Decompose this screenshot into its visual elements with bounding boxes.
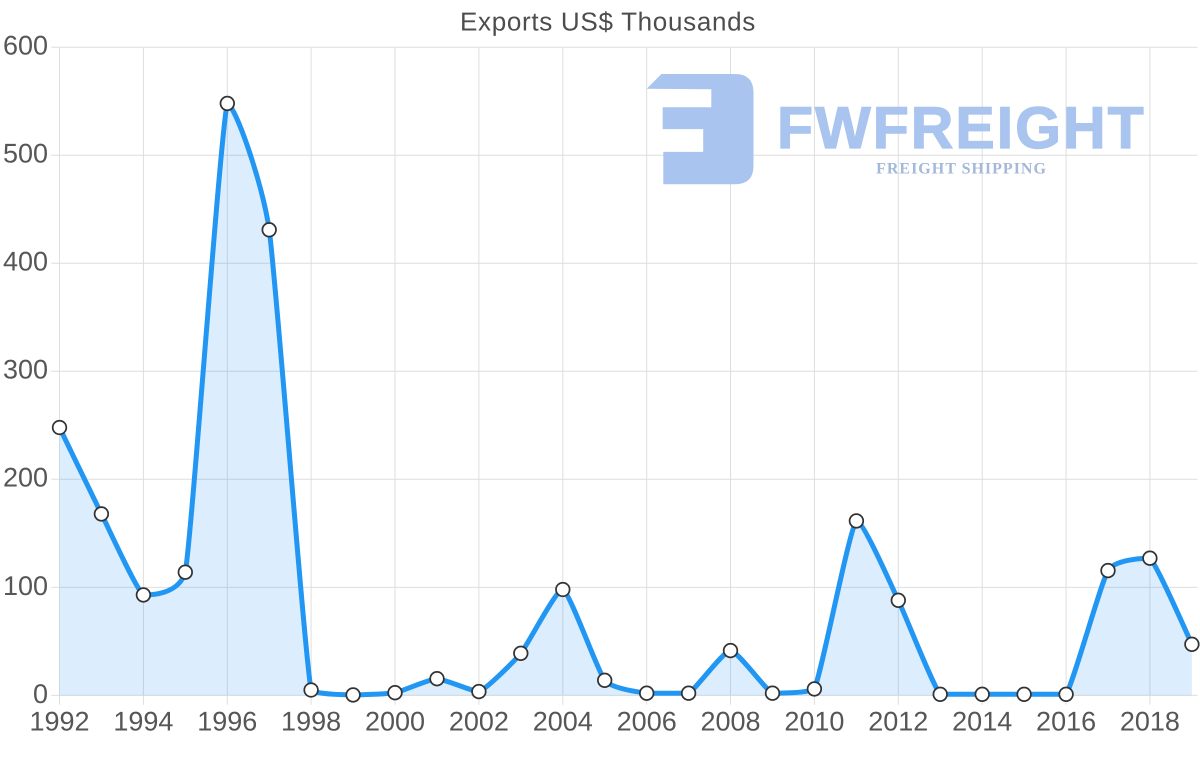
svg-text:500: 500	[3, 139, 48, 169]
svg-text:100: 100	[3, 571, 48, 601]
svg-text:1994: 1994	[113, 707, 173, 737]
svg-text:Exports US$ Thousands: Exports US$ Thousands	[460, 7, 756, 37]
svg-text:2000: 2000	[365, 707, 425, 737]
svg-text:2016: 2016	[1036, 707, 1096, 737]
svg-text:2006: 2006	[617, 707, 677, 737]
svg-text:600: 600	[3, 31, 48, 61]
svg-text:1992: 1992	[29, 707, 89, 737]
svg-text:2018: 2018	[1120, 707, 1180, 737]
svg-text:2008: 2008	[700, 707, 760, 737]
svg-text:300: 300	[3, 355, 48, 385]
svg-text:1996: 1996	[197, 707, 257, 737]
svg-text:2010: 2010	[784, 707, 844, 737]
svg-text:400: 400	[3, 247, 48, 277]
svg-text:0: 0	[33, 679, 48, 709]
svg-text:1998: 1998	[281, 707, 341, 737]
svg-text:2012: 2012	[868, 707, 928, 737]
svg-text:2004: 2004	[533, 707, 593, 737]
svg-text:200: 200	[3, 463, 48, 493]
svg-text:FWFREIGHT: FWFREIGHT	[777, 95, 1146, 161]
svg-text:2014: 2014	[952, 707, 1012, 737]
svg-text:FREIGHT SHIPPING: FREIGHT SHIPPING	[876, 160, 1047, 177]
svg-text:2002: 2002	[449, 707, 509, 737]
